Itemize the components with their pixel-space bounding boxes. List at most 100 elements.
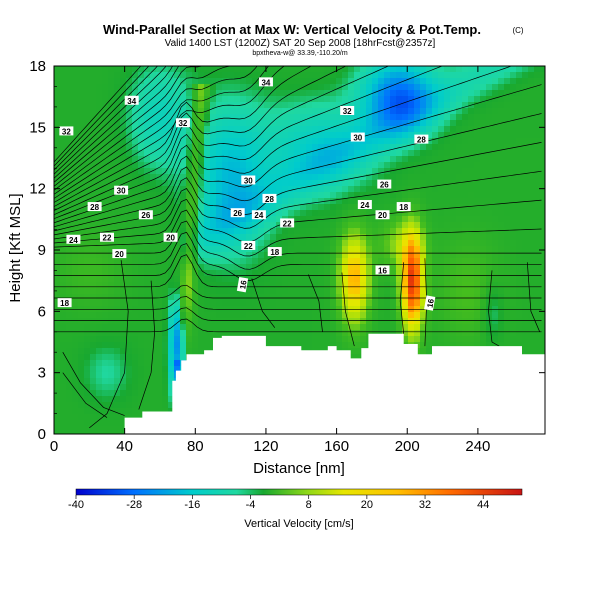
field-cell [414, 78, 421, 85]
field-cell [240, 216, 247, 223]
field-cell [324, 102, 331, 109]
field-cell [486, 108, 493, 115]
field-cell [120, 282, 127, 289]
field-cell [510, 114, 517, 121]
field-cell [312, 324, 319, 331]
field-cell [240, 108, 247, 115]
field-cell [72, 252, 79, 259]
field-cell [360, 96, 367, 103]
field-cell [198, 324, 205, 331]
field-cell [270, 120, 277, 127]
field-cell [336, 96, 343, 103]
field-cell [198, 84, 205, 91]
field-cell [96, 66, 103, 73]
field-cell [480, 258, 487, 265]
field-cell [396, 234, 403, 241]
field-cell [240, 168, 247, 175]
field-cell [492, 282, 499, 289]
field-cell [258, 192, 265, 199]
field-cell [486, 264, 493, 271]
field-cell [132, 108, 139, 115]
field-cell [174, 192, 181, 199]
field-cell [540, 198, 545, 205]
field-cell [246, 294, 253, 301]
field-cell [90, 282, 97, 289]
field-cell [252, 96, 259, 103]
field-cell [396, 174, 403, 181]
field-cell [60, 366, 67, 373]
field-cell [540, 264, 545, 271]
field-cell [132, 84, 139, 91]
field-cell [78, 234, 85, 241]
field-cell [486, 78, 493, 85]
field-cell [510, 336, 517, 343]
field-cell [96, 402, 103, 409]
field-cell [162, 270, 169, 277]
field-cell [234, 162, 241, 169]
field-cell [438, 330, 445, 337]
field-cell [174, 288, 181, 295]
field-cell [510, 186, 517, 193]
field-cell [474, 162, 481, 169]
field-cell [156, 156, 163, 163]
field-cell [120, 114, 127, 121]
field-cell [504, 204, 511, 211]
field-cell [360, 114, 367, 121]
field-cell [336, 84, 343, 91]
field-cell [108, 90, 115, 97]
field-cell [180, 174, 187, 181]
field-cell [390, 132, 397, 139]
field-cell [366, 294, 373, 301]
field-cell [150, 120, 157, 127]
field-cell [348, 228, 355, 235]
field-cell [336, 132, 343, 139]
field-cell [378, 192, 385, 199]
field-cell [486, 342, 493, 349]
field-cell [456, 96, 463, 103]
field-cell [540, 78, 545, 85]
field-cell [138, 408, 145, 415]
field-cell [438, 300, 445, 307]
field-cell [276, 228, 283, 235]
field-cell [468, 264, 475, 271]
field-cell [444, 78, 451, 85]
field-cell [222, 114, 229, 121]
field-cell [474, 204, 481, 211]
field-cell [432, 144, 439, 151]
field-cell [300, 336, 307, 343]
field-cell [60, 372, 67, 379]
field-cell [216, 258, 223, 265]
field-cell [342, 228, 349, 235]
field-cell [534, 114, 541, 121]
field-cell [408, 282, 415, 289]
field-cell [450, 342, 457, 349]
field-cell [96, 96, 103, 103]
field-cell [438, 108, 445, 115]
field-cell [444, 312, 451, 319]
field-cell [408, 276, 415, 283]
field-cell [474, 222, 481, 229]
field-cell [138, 186, 145, 193]
field-cell [102, 312, 109, 319]
field-cell [162, 174, 169, 181]
field-cell [78, 192, 85, 199]
field-cell [108, 72, 115, 79]
field-cell [366, 78, 373, 85]
field-cell [330, 324, 337, 331]
field-cell [528, 258, 535, 265]
field-cell [414, 264, 421, 271]
field-cell [156, 72, 163, 79]
field-cell [78, 276, 85, 283]
field-cell [222, 234, 229, 241]
field-cell [300, 138, 307, 145]
field-cell [480, 300, 487, 307]
field-cell [96, 156, 103, 163]
field-cell [468, 150, 475, 157]
field-cell [306, 120, 313, 127]
field-cell [270, 234, 277, 241]
field-cell [114, 336, 121, 343]
field-cell [450, 102, 457, 109]
field-cell [408, 156, 415, 163]
field-cell [498, 258, 505, 265]
field-cell [282, 168, 289, 175]
